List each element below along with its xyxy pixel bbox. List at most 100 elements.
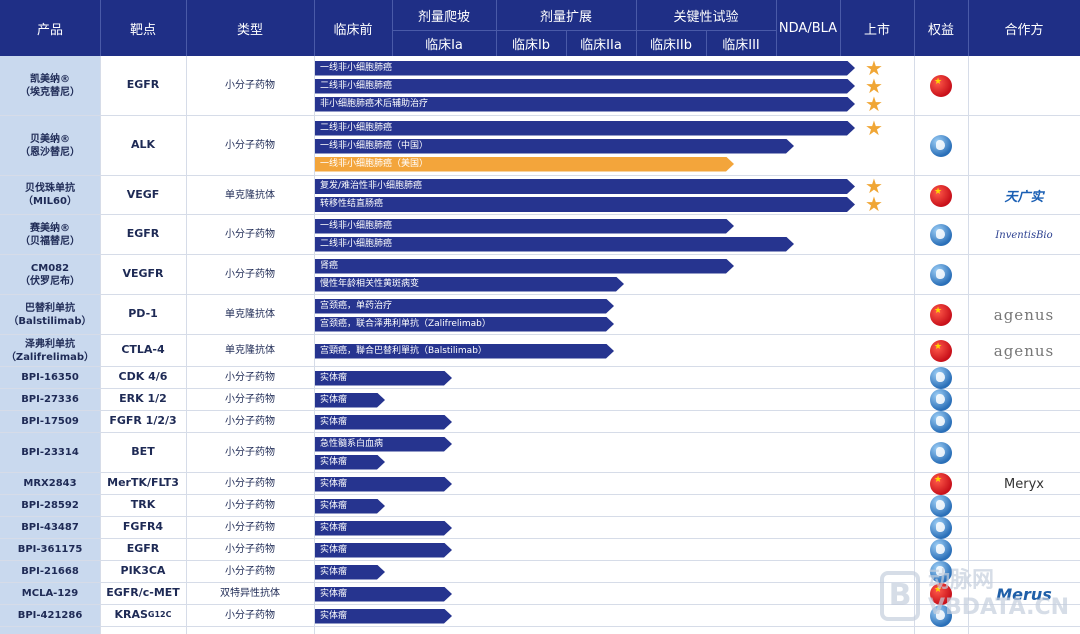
globe-icon: [930, 539, 952, 561]
product-name: MRX2843: [23, 478, 77, 489]
target-name: ERK 1/2: [119, 392, 167, 406]
table-row: BPI-27336 ERK 1/2 小分子药物 实体瘤: [0, 389, 1080, 411]
target-name: KRAS G12C: [114, 608, 172, 622]
pipeline-bar: 转移性结直肠癌: [315, 197, 855, 212]
product-name: BPI-28592: [21, 500, 79, 511]
table-row: CM082 （伏罗尼布） VEGFR 小分子药物 肾癌 慢性年龄相关性黄斑病变: [0, 255, 1080, 295]
pipeline-bar: 宫颈癌，联合泽弗利单抗（Zalifrelimab）: [315, 317, 614, 332]
china-flag-icon: [930, 75, 952, 97]
china-flag-icon: [930, 340, 952, 362]
globe-icon: [930, 135, 952, 157]
pipeline-bar: 一线非小细胞肺癌（美国）: [315, 157, 734, 172]
table-row: BPI-43487 FGFR4 小分子药物 实体瘤: [0, 517, 1080, 539]
target-name: VEGFR: [122, 267, 164, 281]
drug-type: 单克隆抗体: [225, 309, 275, 320]
pipeline-bar: 慢性年龄相关性黄斑病变: [315, 277, 624, 292]
pipeline-bar: 实体瘤: [315, 393, 385, 408]
target-name: EGFR: [126, 78, 160, 92]
target-name: BET: [131, 445, 155, 459]
watermark: B 动脉网 VBDATA.CN: [880, 565, 1080, 634]
launch-star-icon: ★: [865, 91, 883, 116]
target-name: TRK: [130, 498, 156, 512]
pipeline-bar: 急性髓系白血病: [315, 437, 452, 452]
drug-type: 小分子药物: [225, 447, 275, 458]
partner-logo: agenus: [993, 306, 1055, 324]
drug-type: 小分子药物: [225, 500, 275, 511]
pipeline-bar: 实体瘤: [315, 499, 385, 514]
target-name: EGFR: [126, 227, 160, 241]
target-name: PIK3CA: [120, 564, 166, 578]
drug-type: 小分子药物: [225, 372, 275, 383]
watermark-text: 动脉网 VBDATA.CN: [928, 568, 1070, 620]
table-row: 泽弗利单抗 （Zalifrelimab） CTLA-4 单克隆抗体 宫頸癌，聯合巴替利…: [0, 335, 1080, 367]
china-flag-icon: [930, 184, 952, 207]
drug-type: 小分子药物: [225, 416, 275, 427]
product-column-bg: [0, 56, 100, 634]
drug-type: 小分子药物: [225, 566, 275, 577]
table-header: 产品 靶点 类型 临床前 剂量爬坡 剂量扩展 关键性试验 临床Ia 临床Ib 临…: [0, 0, 1080, 56]
product-name: 凯美纳® （埃克替尼）: [20, 73, 80, 98]
globe-icon: [930, 517, 952, 539]
pipeline-bar: 实体瘤: [315, 477, 452, 492]
globe-icon: [930, 264, 952, 286]
pipeline-bar: 二线非小细胞肺癌: [315, 121, 855, 136]
pipeline-bar: 一线非小细胞肺癌: [315, 61, 855, 76]
table-row: BPI-23314 BET 小分子药物 急性髓系白血病 实体瘤: [0, 433, 1080, 473]
drug-type: 小分子药物: [225, 80, 275, 91]
pipeline-bar: 一线非小细胞肺癌: [315, 219, 734, 234]
header-target: 靶点: [129, 22, 156, 38]
pipeline-bar: 二线非小细胞肺癌: [315, 79, 855, 94]
target-name: FGFR 1/2/3: [109, 414, 177, 428]
drug-type: 小分子药物: [225, 269, 275, 280]
table-row: MCLA-129 EGFR/c-MET 双特异性抗体 实体瘤 Merus: [0, 583, 1080, 605]
product-name: BPI-43487: [21, 522, 79, 533]
product-name: 贝伐珠单抗 （MIL60）: [23, 183, 77, 207]
product-name: 巴替利单抗 （Balstilimab）: [8, 302, 92, 327]
product-name: BPI-23314: [21, 447, 79, 458]
product-name: BPI-17509: [21, 416, 79, 427]
pipeline-bar: 宫颈癌，单药治疗: [315, 299, 614, 314]
header-phase-1a: 临床Ia: [425, 37, 463, 53]
product-name: BPI-421286: [17, 610, 83, 621]
drug-type: 小分子药物: [225, 229, 275, 240]
launch-star-icon: ★: [865, 174, 883, 198]
table-row: 凯美纳® （埃克替尼） EGFR 小分子药物 一线非小细胞肺癌 ★ 二线非小细胞肺癌 ★ 非小…: [0, 56, 1080, 116]
header-rights: 权益: [927, 22, 954, 38]
product-name: 贝美纳® （恩沙替尼）: [20, 133, 80, 158]
product-name: BPI-27336: [21, 394, 79, 405]
product-name: BPI-16350: [21, 372, 79, 383]
partner-logo: Meryx: [1004, 476, 1044, 492]
header-launch: 上市: [863, 22, 890, 38]
drug-type: 小分子药物: [225, 478, 275, 489]
product-name: MCLA-129: [21, 588, 79, 599]
partner-logo: agenus: [993, 342, 1055, 360]
pipeline-bar: 实体瘤: [315, 543, 452, 558]
table-row: MRX2843 MerTK/FLT3 小分子药物 实体瘤 Meryx: [0, 473, 1080, 495]
target-name: CDK 4/6: [118, 370, 168, 384]
target-name: ALK: [130, 138, 156, 152]
drug-type: 单克隆抗体: [225, 189, 275, 201]
header-phase-1b: 临床Ib: [511, 37, 551, 53]
drug-type: 小分子药物: [225, 140, 275, 151]
globe-icon: [930, 411, 952, 433]
header-pivotal: 关键性试验: [673, 9, 739, 25]
pipeline-bar: 实体瘤: [315, 587, 452, 602]
pipeline-bar: 实体瘤: [315, 609, 452, 624]
pipeline-bar: 一线非小细胞肺癌（中国）: [315, 139, 794, 154]
launch-star-icon: ★: [865, 73, 883, 98]
header-preclinical: 临床前: [333, 22, 373, 38]
table-row: BPI-361175 EGFR 小分子药物 实体瘤: [0, 539, 1080, 561]
table-row: BPI-16350 CDK 4/6 小分子药物 实体瘤: [0, 367, 1080, 389]
partner-logo: 天广实: [1004, 190, 1044, 205]
globe-icon: [930, 561, 952, 583]
drug-type: 单克隆抗体: [225, 345, 275, 356]
pipeline-bar: 实体瘤: [315, 455, 385, 470]
product-name: CM082 （伏罗尼布）: [20, 262, 80, 287]
table-row: 贝伐珠单抗 （MIL60） VEGF 单克隆抗体 复发/难治性非小细胞肺癌 ★ 转移性结直…: [0, 176, 1080, 215]
table-row: 巴替利单抗 （Balstilimab） PD-1 单克隆抗体 宫颈癌，单药治疗 宫颈癌，…: [0, 295, 1080, 335]
globe-icon: [930, 442, 952, 464]
table-row: 赛美纳® （贝福替尼） EGFR 小分子药物 一线非小细胞肺癌 二线非小细胞肺癌 Inve…: [0, 215, 1080, 255]
table-row: BPI-421286 KRAS G12C 小分子药物 实体瘤: [0, 605, 1080, 627]
table-row: 贝美纳® （恩沙替尼） ALK 小分子药物 二线非小细胞肺癌 ★ 一线非小细胞肺癌（中国）…: [0, 116, 1080, 176]
header-phase-2a: 临床IIa: [580, 37, 622, 53]
